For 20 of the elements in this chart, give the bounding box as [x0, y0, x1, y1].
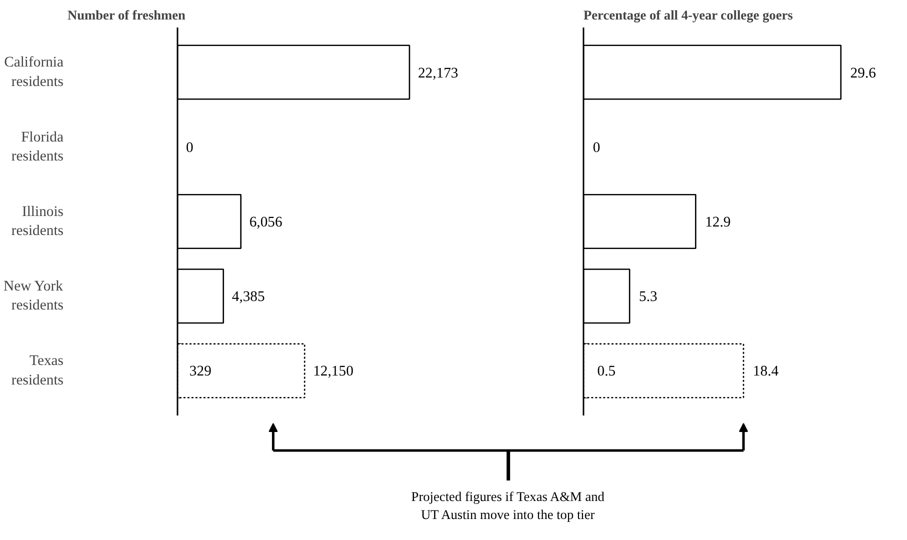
data-label: 12,150	[313, 364, 354, 380]
chart-title: Percentage of all 4-year college goers	[584, 8, 793, 22]
data-label: 0	[592, 140, 600, 156]
y-tick-label: Illinois residents	[11, 204, 64, 240]
data-label: 329	[189, 364, 212, 380]
data-label: 5.3	[639, 289, 658, 306]
data-label: 0.5	[597, 364, 616, 380]
data-label: 29.6	[850, 65, 876, 82]
y-tick-label: Texas residents	[11, 353, 64, 388]
data-label: 18.4	[752, 364, 780, 380]
y-tick-label: Florida residents	[11, 129, 64, 164]
data-label: 22,173	[418, 65, 458, 82]
y-tick-label: California residents	[4, 54, 64, 90]
data-label: 12.9	[705, 214, 731, 230]
text: Projected figures if Texas A&M and UT Austin move into the top tier	[411, 489, 605, 522]
y-tick-label: New York residents	[4, 278, 64, 314]
data-label: 0	[186, 140, 194, 156]
chart-title: Number of freshmen	[68, 8, 186, 22]
data-label: 4,385	[232, 289, 265, 306]
data-label: 6,056	[249, 214, 282, 230]
